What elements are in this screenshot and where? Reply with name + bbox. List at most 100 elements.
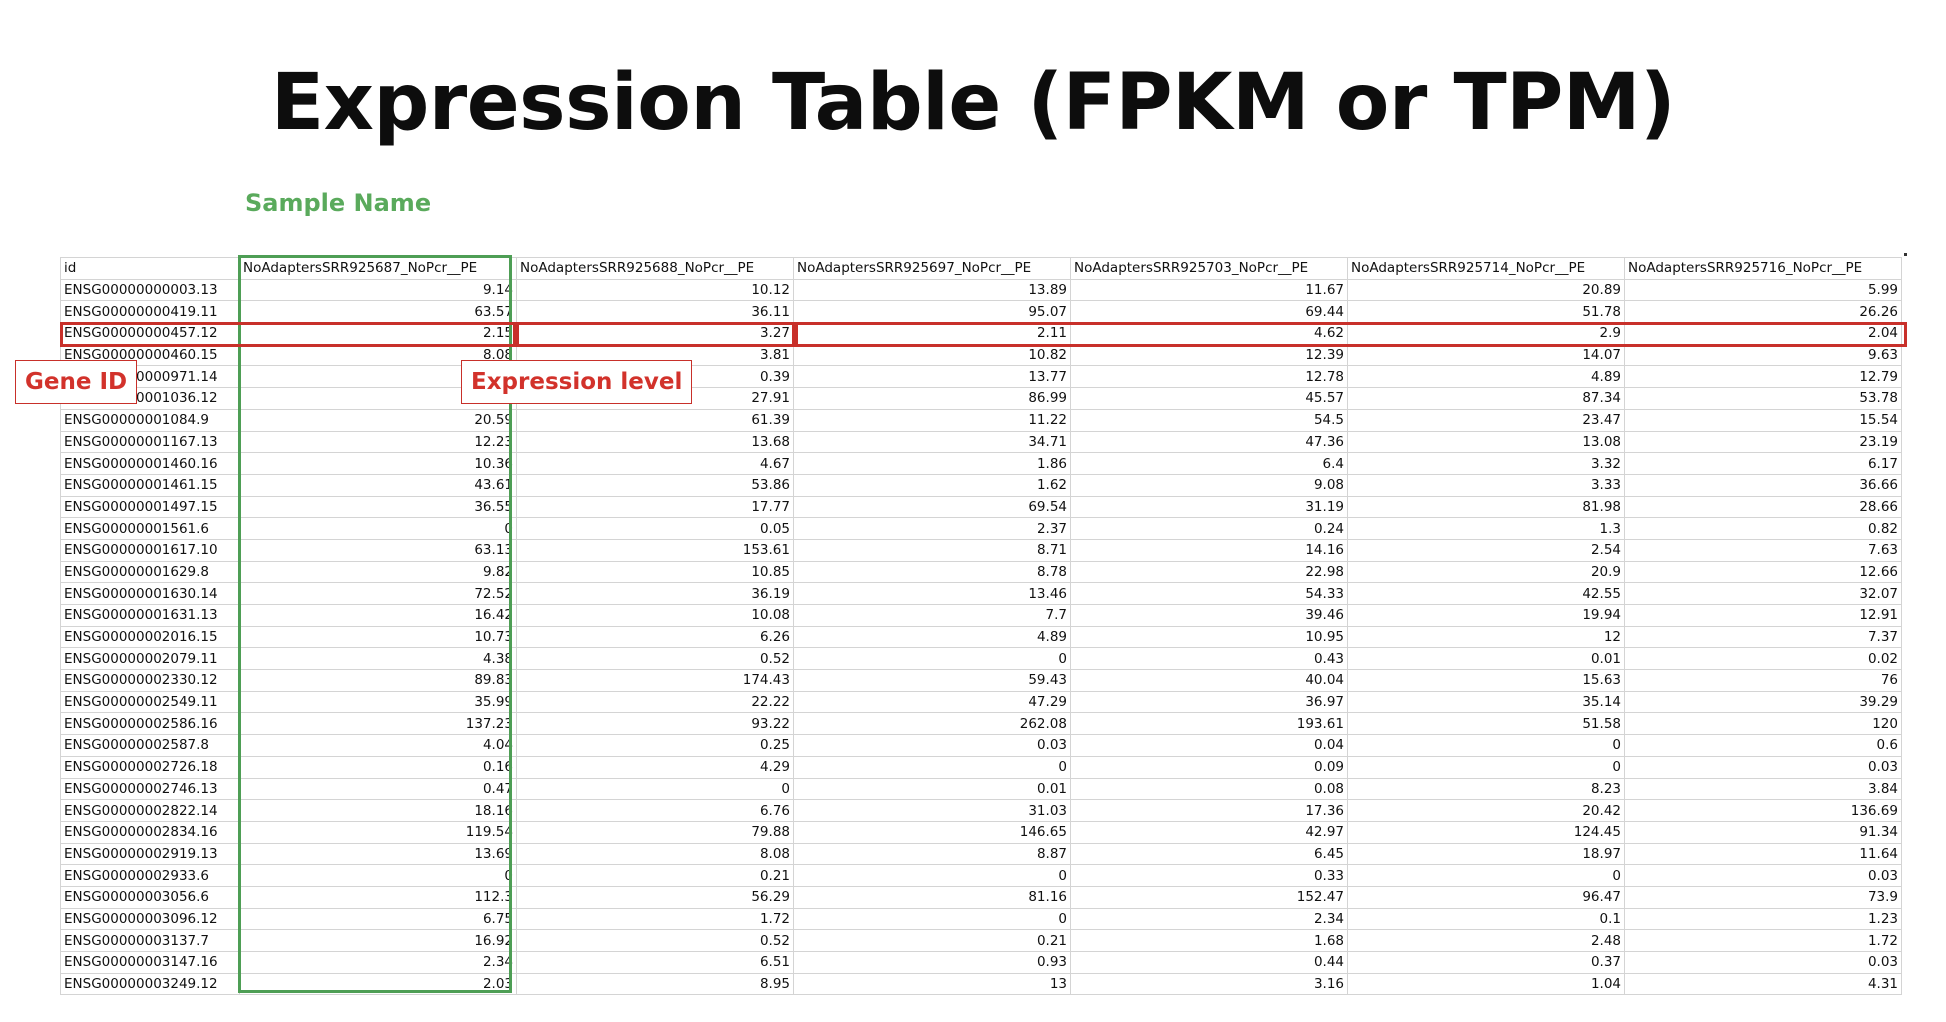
expression-cell: 20.42 xyxy=(1347,799,1625,822)
gene-id-cell: ENSG00000003056.6 xyxy=(60,885,240,909)
expression-cell: 124.45 xyxy=(1347,820,1625,844)
expression-cell: 0 xyxy=(793,907,1071,931)
expression-cell: 23.47 xyxy=(1347,408,1625,432)
table-row: ENSG00000003137.7 16.92 0.52 0.21 1.68 2.48 1.… xyxy=(60,929,1902,952)
expression-cell: 0 xyxy=(516,777,794,801)
expression-cell: 14.16 xyxy=(1070,538,1348,562)
expression-cell: 0.01 xyxy=(1347,647,1625,671)
expression-cell: 152.47 xyxy=(1070,885,1348,909)
expression-cell: 18.97 xyxy=(1347,842,1625,866)
expression-cell: 0.37 xyxy=(1347,951,1625,974)
expression-cell: 35.99 xyxy=(239,690,517,714)
expression-cell: 32.07 xyxy=(1624,582,1902,605)
gene-id-cell: ENSG00000002586.16 xyxy=(60,712,240,736)
expression-cell: 0 xyxy=(239,864,517,887)
table-row: ENSG00000002834.16 119.54 79.88 146.65 42.97… xyxy=(60,820,1902,844)
table-row: ENSG00000002016.15 10.73 6.26 4.89 10.95 12 7.… xyxy=(60,625,1902,649)
expression-cell: 1.3 xyxy=(1347,517,1625,540)
expression-cell: 13.68 xyxy=(516,430,794,454)
table-row: ENSG00000000457.12 2.15 3.27 2.11 4.62 2.9 2.0… xyxy=(60,322,1902,345)
expression-cell: 36.11 xyxy=(516,300,794,324)
expression-cell: 1.86 xyxy=(793,452,1071,475)
expression-cell: 18.16 xyxy=(239,799,517,822)
gene-id-cell: ENSG00000001084.9 xyxy=(60,408,240,432)
expression-cell: 10.12 xyxy=(516,278,794,302)
table-row: ENSG00000002746.13 0.47 0 0.01 0.08 8.23 3.84 xyxy=(60,777,1902,801)
expression-cell: 136.69 xyxy=(1624,799,1902,822)
gene-id-cell: ENSG00000002834.16 xyxy=(60,820,240,844)
header-sample: NoAdaptersSRR925687_NoPcr__PE xyxy=(239,257,517,280)
expression-cell: 42.97 xyxy=(1070,820,1348,844)
gene-id-cell: ENSG00000002549.11 xyxy=(60,690,240,714)
expression-cell: 12 xyxy=(1347,625,1625,649)
expression-cell: 0 xyxy=(793,647,1071,671)
expression-cell: 53.86 xyxy=(516,473,794,497)
table-row: ENSG00000002726.18 0.16 4.29 0 0.09 0 0.03 xyxy=(60,755,1902,779)
expression-cell: 0 xyxy=(793,755,1071,779)
gene-id-cell: ENSG00000001461.15 xyxy=(60,473,240,497)
header-sample: NoAdaptersSRR925703_NoPcr__PE xyxy=(1070,257,1348,280)
table-row: ENSG00000001617.10 63.13 153.61 8.71 14.16 2.… xyxy=(60,538,1902,562)
expression-cell: 120 xyxy=(1624,712,1902,736)
table-row: ENSG00000001036.12 27.91 86.99 45.57 87.34 53… xyxy=(60,387,1902,410)
expression-cell: 2.34 xyxy=(239,951,517,974)
expression-cell: 20.59 xyxy=(239,408,517,432)
expression-cell: 53.78 xyxy=(1624,387,1902,410)
expression-cell: 262.08 xyxy=(793,712,1071,736)
expression-cell: 2.04 xyxy=(1624,322,1902,345)
expression-cell: 96.47 xyxy=(1347,885,1625,909)
expression-cell: 36.19 xyxy=(516,582,794,605)
expression-cell: 26.26 xyxy=(1624,300,1902,324)
page-title: Expression Table (FPKM or TPM) xyxy=(270,58,1676,148)
expression-cell: 14.07 xyxy=(1347,343,1625,367)
sheet-corner-mark xyxy=(1904,253,1907,256)
gene-id-cell: ENSG00000001630.14 xyxy=(60,582,240,605)
expression-cell: 1.72 xyxy=(1624,929,1902,952)
expression-cell: 22.22 xyxy=(516,690,794,714)
expression-cell: 63.57 xyxy=(239,300,517,324)
expression-cell: 0.43 xyxy=(1070,647,1348,671)
expression-cell: 1.62 xyxy=(793,473,1071,497)
table-row: ENSG00000000971.14 0.39 13.77 12.78 4.89 12.7… xyxy=(60,365,1902,389)
expression-cell: 86.99 xyxy=(793,387,1071,410)
expression-cell: 12.66 xyxy=(1624,560,1902,584)
expression-cell: 56.29 xyxy=(516,885,794,909)
expression-cell: 10.08 xyxy=(516,604,794,627)
expression-cell: 13.08 xyxy=(1347,430,1625,454)
expression-cell: 0.52 xyxy=(516,929,794,952)
expression-cell: 63.13 xyxy=(239,538,517,562)
expression-cell: 6.4 xyxy=(1070,452,1348,475)
expression-cell: 3.33 xyxy=(1347,473,1625,497)
expression-cell: 13 xyxy=(793,972,1071,996)
gene-id-cell: ENSG00000002919.13 xyxy=(60,842,240,866)
expression-cell: 15.63 xyxy=(1347,669,1625,692)
expression-level-callout: Expression level xyxy=(461,360,693,404)
gene-id-cell: ENSG00000003137.7 xyxy=(60,929,240,952)
expression-cell: 51.58 xyxy=(1347,712,1625,736)
gene-id-cell: ENSG00000003249.12 xyxy=(60,972,240,996)
gene-id-cell: ENSG00000000457.12 xyxy=(60,322,240,345)
expression-cell: 4.67 xyxy=(516,452,794,475)
expression-cell: 112.3 xyxy=(239,885,517,909)
expression-cell: 9.82 xyxy=(239,560,517,584)
expression-cell: 0.05 xyxy=(516,517,794,540)
expression-cell: 69.54 xyxy=(793,495,1071,519)
table-row: ENSG00000001461.15 43.61 53.86 1.62 9.08 3.33… xyxy=(60,473,1902,497)
expression-cell: 89.83 xyxy=(239,669,517,692)
expression-cell: 2.37 xyxy=(793,517,1071,540)
header-sample: NoAdaptersSRR925697_NoPcr__PE xyxy=(793,257,1071,280)
expression-cell: 76 xyxy=(1624,669,1902,692)
gene-id-cell: ENSG00000003147.16 xyxy=(60,951,240,974)
expression-cell: 3.32 xyxy=(1347,452,1625,475)
table-row: ENSG00000003249.12 2.03 8.95 13 3.16 1.04 4.31 xyxy=(60,972,1902,996)
expression-cell: 0.16 xyxy=(239,755,517,779)
expression-cell: 0.24 xyxy=(1070,517,1348,540)
expression-cell: 0.04 xyxy=(1070,734,1348,757)
expression-cell: 0.33 xyxy=(1070,864,1348,887)
expression-cell: 13.77 xyxy=(793,365,1071,389)
expression-cell: 35.14 xyxy=(1347,690,1625,714)
table-header-row: id NoAdaptersSRR925687_NoPcr__PE NoAdapter… xyxy=(60,257,1902,280)
table-row: ENSG00000002549.11 35.99 22.22 47.29 36.97 35… xyxy=(60,690,1902,714)
expression-cell: 0.03 xyxy=(1624,755,1902,779)
expression-cell: 2.9 xyxy=(1347,322,1625,345)
